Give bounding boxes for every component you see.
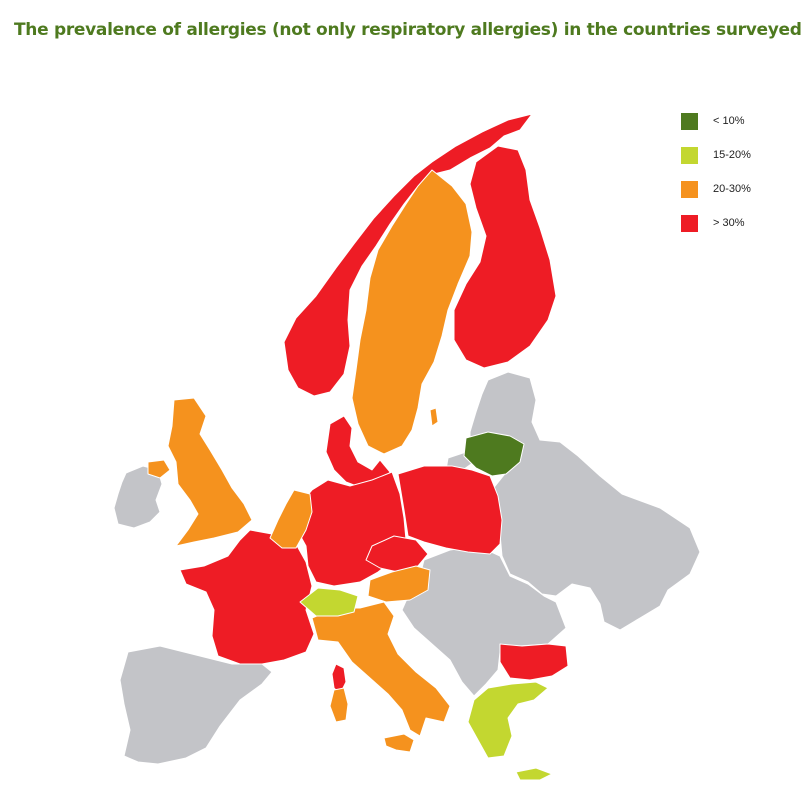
country-france [179,529,315,665]
country-sardinia [329,687,349,723]
legend: < 10% 15-20% 20-30% > 30% [681,112,751,248]
lt10-countries [463,431,525,477]
country-gotland [429,407,439,427]
country-uk [167,397,253,547]
legend-swatch [681,112,698,130]
no-data-countries [113,371,701,765]
country-northern-ireland [147,459,171,479]
legend-label: 20-30% [713,183,751,195]
country-switzerland [299,587,359,617]
country-sicily [383,733,415,753]
country-benelux [269,489,313,549]
legend-item-gt30: > 30% [681,214,751,232]
country-finland [453,145,557,369]
country-czech [365,535,429,573]
legend-label: > 30% [713,217,745,229]
map-title: The prevalence of allergies (not only re… [14,20,802,40]
country-sweden [351,169,473,455]
country-greece [467,681,549,759]
legend-item-20-30: 20-30% [681,180,751,198]
country-denmark [325,415,391,489]
country-poland [397,465,503,555]
country-bulgaria [499,643,569,681]
country-lithuania [463,431,525,477]
legend-label: < 10% [713,115,745,127]
country-spain-portugal [119,645,273,765]
legend-item-lt10: < 10% [681,112,751,130]
legend-swatch [681,146,698,164]
legend-item-15-20: 15-20% [681,146,751,164]
p20-30-countries [147,169,473,753]
p15-20-countries [299,587,553,781]
country-italy [311,601,451,737]
country-austria [367,565,431,603]
legend-swatch [681,214,698,232]
country-norway [283,113,533,397]
gt30-countries [179,113,569,695]
legend-label: 15-20% [713,149,751,161]
country-crete [515,767,553,781]
legend-swatch [681,180,698,198]
